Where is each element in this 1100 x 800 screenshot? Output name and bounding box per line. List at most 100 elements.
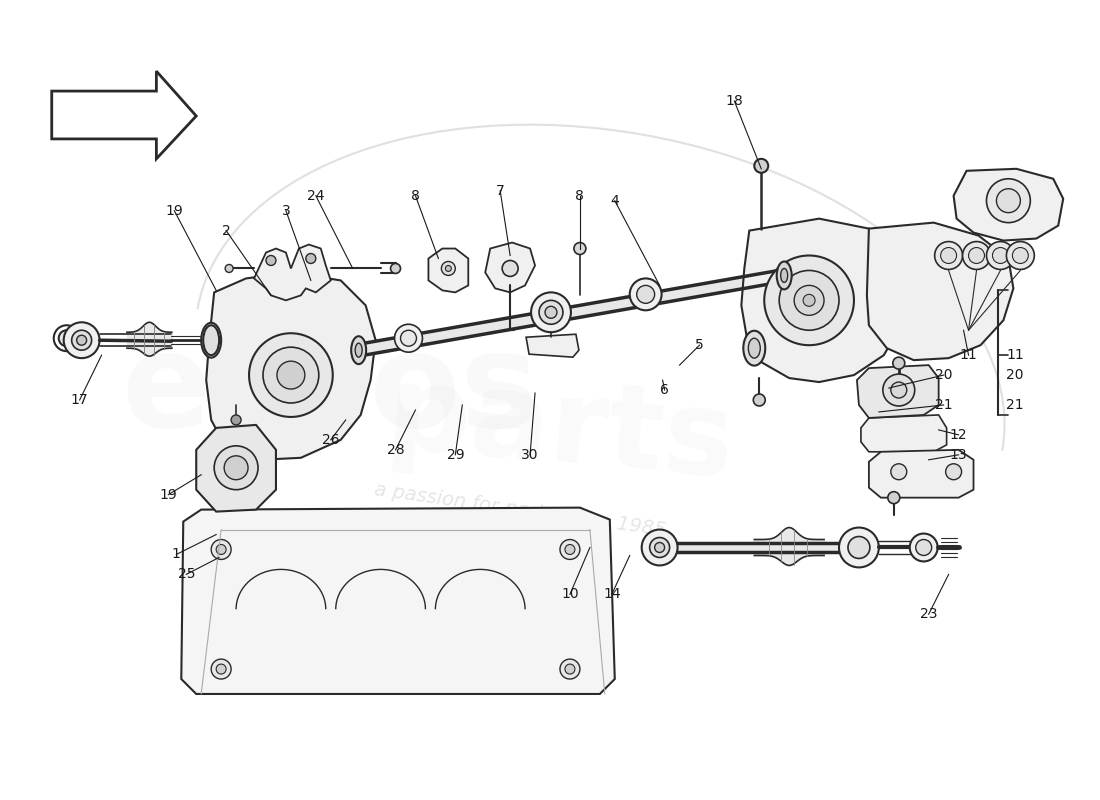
Circle shape <box>893 357 905 369</box>
Circle shape <box>987 242 1014 270</box>
Circle shape <box>400 330 417 346</box>
Text: 25: 25 <box>177 567 195 582</box>
Polygon shape <box>869 450 974 498</box>
Text: 24: 24 <box>307 189 324 202</box>
Polygon shape <box>861 415 947 452</box>
Polygon shape <box>254 245 331 300</box>
Circle shape <box>446 266 451 271</box>
Circle shape <box>935 242 962 270</box>
Circle shape <box>629 278 661 310</box>
Text: 13: 13 <box>949 448 967 462</box>
Text: 1: 1 <box>172 547 180 562</box>
Text: euros: euros <box>122 326 540 454</box>
Text: parts: parts <box>382 358 739 502</box>
Circle shape <box>940 247 957 263</box>
Ellipse shape <box>204 326 219 355</box>
Circle shape <box>211 539 231 559</box>
Circle shape <box>962 242 990 270</box>
Circle shape <box>58 330 75 346</box>
Circle shape <box>1012 247 1028 263</box>
Circle shape <box>266 255 276 266</box>
Circle shape <box>839 527 879 567</box>
Text: 19: 19 <box>165 204 184 218</box>
Text: 11: 11 <box>959 348 978 362</box>
Circle shape <box>641 530 678 566</box>
Circle shape <box>77 335 87 345</box>
Circle shape <box>803 294 815 306</box>
Circle shape <box>565 664 575 674</box>
Circle shape <box>224 456 249 480</box>
Text: 29: 29 <box>447 448 464 462</box>
Circle shape <box>987 178 1031 222</box>
Text: 23: 23 <box>920 607 937 622</box>
Text: 20: 20 <box>935 368 953 382</box>
Circle shape <box>214 446 258 490</box>
Ellipse shape <box>781 269 788 282</box>
Circle shape <box>946 464 961 480</box>
Polygon shape <box>182 508 615 694</box>
Circle shape <box>654 542 664 553</box>
Text: 2: 2 <box>222 223 231 238</box>
Circle shape <box>263 347 319 403</box>
Text: 19: 19 <box>160 488 177 502</box>
Polygon shape <box>206 273 375 460</box>
Text: 21: 21 <box>935 398 953 412</box>
Text: 7: 7 <box>496 184 505 198</box>
Text: 30: 30 <box>521 448 539 462</box>
Circle shape <box>764 255 854 345</box>
Polygon shape <box>867 222 1013 360</box>
Circle shape <box>574 242 586 254</box>
Circle shape <box>997 189 1021 213</box>
Polygon shape <box>485 242 535 292</box>
Circle shape <box>848 537 870 558</box>
Ellipse shape <box>777 262 792 290</box>
Circle shape <box>306 254 316 263</box>
Circle shape <box>910 534 937 562</box>
Circle shape <box>754 394 766 406</box>
Circle shape <box>395 324 422 352</box>
Text: 5: 5 <box>695 338 704 352</box>
Circle shape <box>64 322 100 358</box>
Text: 14: 14 <box>603 587 620 602</box>
Circle shape <box>503 261 518 277</box>
Circle shape <box>992 247 1009 263</box>
Ellipse shape <box>744 330 766 366</box>
Text: 8: 8 <box>411 189 420 202</box>
Text: 17: 17 <box>70 393 88 407</box>
Circle shape <box>560 539 580 559</box>
Circle shape <box>441 262 455 275</box>
Polygon shape <box>670 542 849 553</box>
Circle shape <box>217 545 227 554</box>
Text: 20: 20 <box>1006 368 1024 382</box>
Circle shape <box>217 664 227 674</box>
Text: 6: 6 <box>660 383 669 397</box>
Text: 11: 11 <box>1006 348 1024 362</box>
Text: 10: 10 <box>561 587 579 602</box>
Circle shape <box>779 270 839 330</box>
Text: 4: 4 <box>610 194 619 208</box>
Circle shape <box>915 539 932 555</box>
Circle shape <box>891 464 906 480</box>
Circle shape <box>560 659 580 679</box>
Circle shape <box>211 659 231 679</box>
Circle shape <box>539 300 563 324</box>
Text: 8: 8 <box>575 189 584 202</box>
Ellipse shape <box>748 338 760 358</box>
Circle shape <box>565 545 575 554</box>
Circle shape <box>531 292 571 332</box>
Polygon shape <box>196 425 276 512</box>
Text: 21: 21 <box>1006 398 1024 412</box>
Circle shape <box>637 286 654 303</box>
Circle shape <box>1006 242 1034 270</box>
Polygon shape <box>428 249 469 292</box>
Text: 26: 26 <box>322 433 340 447</box>
Ellipse shape <box>355 343 362 357</box>
Ellipse shape <box>206 331 217 349</box>
Polygon shape <box>52 71 196 159</box>
Text: 3: 3 <box>282 204 290 218</box>
Circle shape <box>231 415 241 425</box>
Polygon shape <box>954 169 1064 241</box>
Circle shape <box>277 361 305 389</box>
Text: 28: 28 <box>387 443 405 457</box>
Circle shape <box>883 374 915 406</box>
